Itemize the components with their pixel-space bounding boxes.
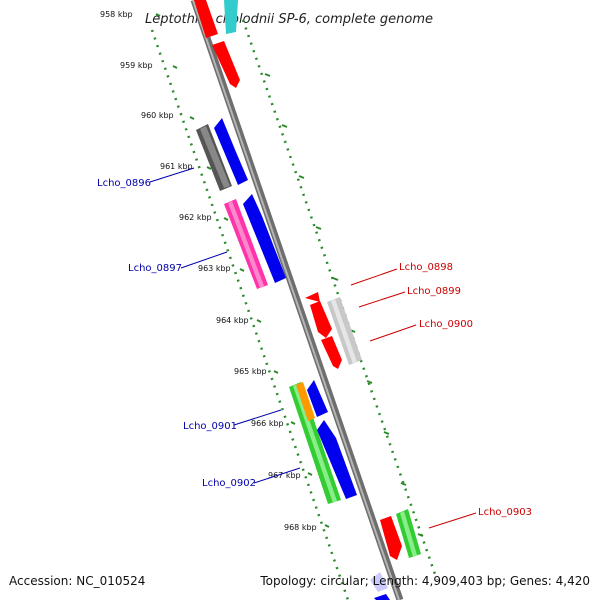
tick-mark [281,124,288,128]
gene-feature-pink-highlight [228,201,264,288]
gene-label-lcho-0900[interactable]: Lcho_0900 [419,319,473,330]
tick-mark [417,533,424,537]
tick-mark [189,116,195,120]
leader-line-lcho-0898 [350,268,398,286]
gene-feature-blue[interactable] [317,420,357,499]
label-leader-lines [149,167,477,529]
tick-label: 959 kbp [120,61,153,70]
tick-mark [307,472,313,476]
tick-mark [256,319,262,323]
tick-mark [206,166,212,170]
tick-label: 966 kbp [251,419,284,428]
gene-feature-blue[interactable] [307,380,328,417]
tick-mark [400,482,407,486]
tick-mark [264,73,271,77]
tick-mark [239,268,245,272]
gene-feature-red[interactable] [321,336,342,369]
track-boundaries [150,19,439,601]
gene-feature-red[interactable] [380,516,402,560]
gene-feature-lightgrey-highlight [331,299,357,364]
tick-label: 958 kbp [100,10,133,19]
tick-mark [366,380,373,384]
tick-mark [172,65,178,69]
leader-line-lcho-0896 [149,167,195,183]
gene-feature-green-highlight [293,384,337,503]
gene-feature-lightblue[interactable] [370,572,388,592]
tick-label: 962 kbp [179,213,212,222]
gene-label-lcho-0902[interactable]: Lcho_0902 [202,478,256,489]
gene-feature-red[interactable] [310,301,332,338]
leader-line-lcho-0897 [180,251,228,269]
gene-feature-red[interactable] [194,0,218,38]
tick-label: 967 kbp [268,471,301,480]
gene-label-lcho-0901[interactable]: Lcho_0901 [183,421,237,432]
minus-strand-features [194,0,390,600]
gene-labels: Lcho_0896 Lcho_0897 Lcho_0901 Lcho_0902 … [97,178,532,518]
leader-line-lcho-0903 [428,512,477,529]
gene-label-lcho-0896[interactable]: Lcho_0896 [97,178,151,189]
gene-label-lcho-0899[interactable]: Lcho_0899 [407,286,461,297]
gene-feature-red[interactable] [305,292,320,302]
tick-label: 965 kbp [234,367,267,376]
accession-label: Accession: NC_010524 [9,574,146,588]
tick-label: 961 kbp [160,162,193,171]
map-title: Leptothrix cholodnii SP-6, complete geno… [145,12,433,27]
tick-label: 968 kbp [284,523,317,532]
gene-label-lcho-0898[interactable]: Lcho_0898 [399,262,453,273]
tick-mark [273,370,279,374]
topology-label: Topology: circular; Length: 4,909,403 bp… [260,574,590,588]
plus-strand-features [305,292,421,560]
backbone [190,0,404,602]
tick-label: 960 kbp [141,111,174,120]
gene-label-lcho-0897[interactable]: Lcho_0897 [128,263,182,274]
leader-line-lcho-0899 [358,291,406,308]
backbone-highlight [192,0,400,601]
gene-label-lcho-0903[interactable]: Lcho_0903 [478,507,532,518]
tick-mark [223,217,229,221]
leader-line-lcho-0902 [253,467,301,484]
tick-labels: 958 kbp 959 kbp 960 kbp 961 kbp 962 kbp … [100,10,317,532]
gene-feature-blue[interactable] [374,594,390,600]
tick-mark [315,226,322,230]
tick-mark [332,277,339,281]
tick-mark [155,13,161,17]
tick-mark [324,524,330,528]
tick-mark [383,431,390,435]
gene-feature-red[interactable] [212,41,240,88]
gene-feature-blue[interactable] [214,118,248,185]
gene-feature-blue[interactable] [243,194,286,283]
leader-line-lcho-0901 [233,409,282,426]
leader-line-lcho-0900 [369,324,417,342]
gene-feature-grey-highlight [200,126,230,188]
tick-mark [298,175,305,179]
tick-mark [290,421,296,425]
tick-label: 963 kbp [198,264,231,273]
gene-feature-green-highlight [400,511,417,557]
gene-feature-orange[interactable] [296,382,315,421]
gene-feature-cyan[interactable] [224,0,238,34]
tick-label: 964 kbp [216,316,249,325]
